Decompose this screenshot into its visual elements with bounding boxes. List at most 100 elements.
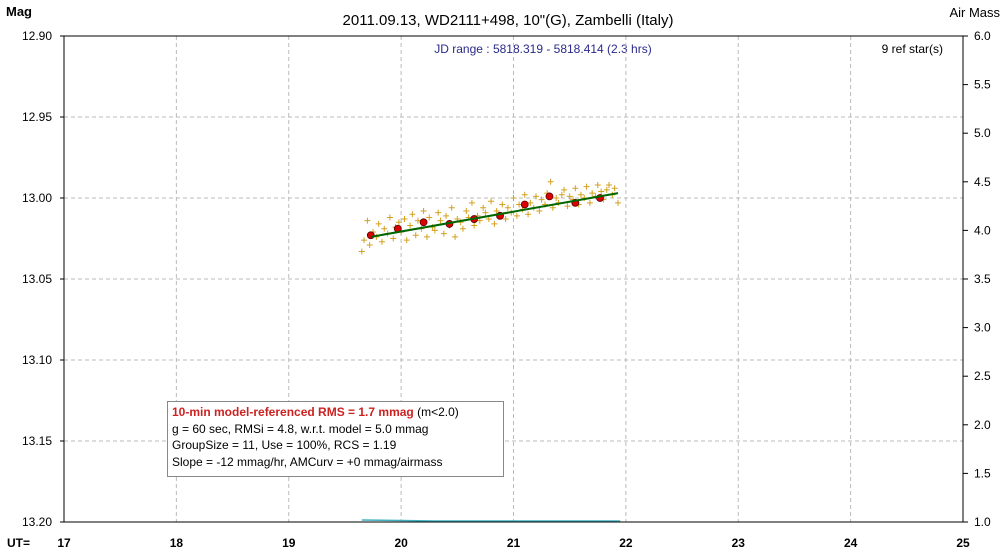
raw-point [615, 199, 622, 206]
chart-title: 2011.09.13, WD2111+498, 10"(G), Zambelli… [343, 12, 674, 29]
raw-point [538, 196, 545, 203]
y2-tick-label: 1.0 [974, 515, 991, 529]
y-tick-label: 13.10 [22, 353, 52, 367]
raw-point [375, 220, 382, 227]
raw-point [603, 186, 610, 193]
raw-point [586, 199, 593, 206]
stats-line-2: g = 60 sec, RMSi = 4.8, w.r.t. model = 5… [172, 421, 429, 436]
y-tick-label: 13.15 [22, 434, 52, 448]
raw-point [431, 227, 438, 234]
y2-tick-label: 6.0 [974, 29, 991, 43]
raw-point [379, 238, 386, 245]
y2-tick-label: 3.5 [974, 272, 991, 286]
x-tick-label: 20 [394, 536, 408, 550]
raw-point [381, 225, 388, 232]
raw-point [532, 193, 539, 200]
raw-point [401, 216, 408, 223]
y2-tick-label: 2.0 [974, 418, 991, 432]
raw-point [443, 212, 450, 219]
raw-point [403, 237, 410, 244]
raw-point [499, 201, 506, 208]
raw-point [452, 233, 459, 240]
y2-tick-label: 2.5 [974, 369, 991, 383]
raw-point [395, 219, 402, 226]
x-tick-label: 17 [57, 536, 71, 550]
raw-point [468, 199, 475, 206]
stats-box: 10-min model-referenced RMS = 1.7 mmag (… [167, 401, 504, 477]
group-mean-point [545, 192, 554, 201]
raw-point [390, 235, 397, 242]
raw-point [488, 198, 495, 205]
airmass-line [361, 519, 621, 522]
raw-point [440, 230, 447, 237]
x-tick-label: 25 [956, 536, 970, 550]
raw-point [412, 232, 419, 239]
raw-point [525, 211, 532, 218]
raw-point [386, 214, 393, 221]
ref-stars-count: 9 ref star(s) [882, 42, 943, 56]
raw-point [510, 195, 517, 201]
jd-range: JD range : 5818.319 - 5818.414 (2.3 hrs) [434, 42, 651, 56]
raw-point [423, 233, 430, 240]
raw-point [435, 209, 442, 216]
rms-highlight: 10-min model-referenced RMS = 1.7 mmag [172, 405, 414, 419]
raw-point [364, 217, 371, 224]
group-mean-point [419, 218, 428, 227]
raw-point [594, 182, 601, 189]
raw-point [598, 188, 605, 195]
stats-line-3: GroupSize = 11, Use = 100%, RCS = 1.19 [172, 438, 397, 452]
raw-point [493, 207, 500, 214]
raw-point [561, 186, 568, 193]
raw-point [437, 217, 444, 224]
y2-tick-label: 5.5 [974, 78, 991, 92]
raw-point [459, 225, 466, 232]
model-fit-line [370, 192, 619, 238]
y-tick-label: 13.00 [22, 191, 52, 205]
raw-point [366, 241, 373, 248]
y2-axis-label: Air Mass [949, 5, 1000, 20]
raw-point [611, 185, 618, 192]
raw-point [491, 220, 498, 227]
raw-point [414, 217, 421, 224]
stats-line-1: 10-min model-referenced RMS = 1.7 mmag (… [172, 404, 499, 421]
raw-point [485, 216, 492, 223]
x-tick-label: 18 [170, 536, 184, 550]
raw-point [448, 204, 455, 211]
raw-point [407, 222, 414, 229]
y-tick-label: 12.90 [22, 29, 52, 43]
raw-point [521, 191, 528, 198]
raw-point [566, 193, 573, 200]
raw-point [572, 185, 579, 192]
y-tick-label: 12.95 [22, 110, 52, 124]
x-tick-label: 22 [619, 536, 633, 550]
y-tick-label: 13.05 [22, 272, 52, 286]
raw-point [583, 183, 590, 190]
raw-point [513, 212, 520, 219]
series-layer [358, 178, 622, 522]
raw-point [553, 195, 560, 201]
raw-point [536, 207, 543, 214]
x-tick-label: 21 [507, 536, 521, 550]
raw-point [358, 248, 365, 255]
y2-tick-label: 5.0 [974, 126, 991, 140]
raw-point [564, 203, 571, 210]
raw-point [409, 211, 416, 218]
raw-point [577, 191, 584, 198]
y2-tick-label: 4.5 [974, 175, 991, 189]
raw-point [504, 204, 511, 211]
raw-point [476, 217, 483, 224]
raw-point [426, 214, 433, 221]
raw-point [361, 237, 368, 244]
raw-point [463, 207, 470, 214]
rms-condition: (m<2.0) [413, 405, 459, 419]
group-mean-point [366, 231, 375, 240]
x-tick-label: 19 [282, 536, 296, 550]
raw-point [480, 204, 487, 211]
raw-point [549, 204, 556, 211]
raw-point [558, 191, 565, 198]
raw-point [482, 209, 489, 216]
x-axis-label: UT= [7, 536, 30, 550]
y2-tick-label: 4.0 [974, 223, 991, 237]
y2-tick-label: 1.5 [974, 466, 991, 480]
